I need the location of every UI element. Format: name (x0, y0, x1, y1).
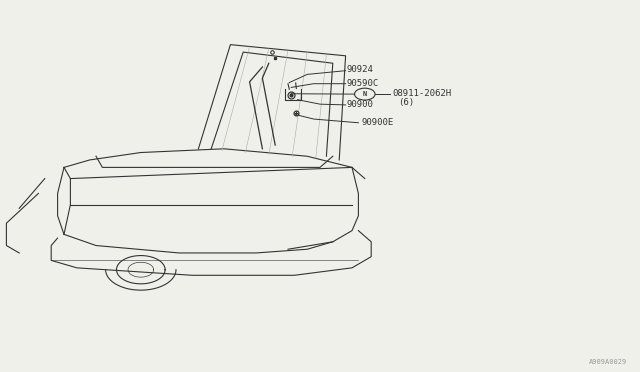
Text: A909A0029: A909A0029 (589, 359, 627, 365)
Text: 90900: 90900 (347, 100, 374, 109)
Text: (6): (6) (398, 98, 414, 107)
Text: N: N (363, 91, 367, 97)
Text: 08911-2062H: 08911-2062H (392, 89, 451, 98)
Text: 90590C: 90590C (347, 79, 379, 88)
Text: 90924: 90924 (347, 65, 374, 74)
Text: 90900E: 90900E (362, 118, 394, 127)
